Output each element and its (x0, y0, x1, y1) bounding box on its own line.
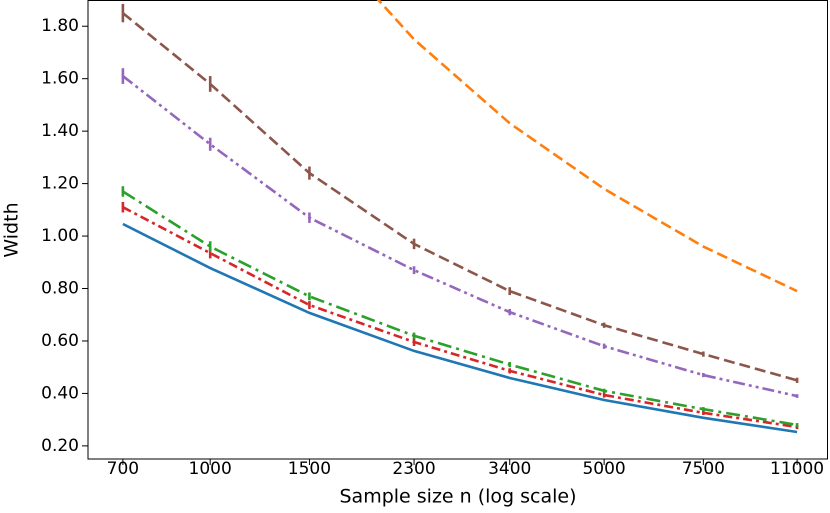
y-tick-label: 0.20 (41, 436, 79, 456)
y-axis-label: Width (1, 202, 23, 257)
plot-area (121, 0, 799, 434)
x-axis-label: Sample size n (log scale) (339, 486, 576, 508)
y-tick-label: 0.80 (41, 279, 79, 299)
x-tick-label: 11000 (770, 459, 824, 479)
series-line (122, 190, 798, 427)
x-tick-label: 7500 (682, 459, 725, 479)
y-tick-label: 1.80 (41, 16, 79, 36)
x-tick-label: 1000 (189, 459, 232, 479)
y-tick-label: 1.60 (41, 69, 79, 89)
x-tick-label: 3400 (488, 459, 531, 479)
series-line (122, 75, 798, 398)
x-tick-label: 700 (107, 459, 139, 479)
series-line (122, 206, 798, 429)
x-tick-label: 5000 (582, 459, 625, 479)
y-tick-label: 1.20 (41, 174, 79, 194)
y-tick-label: 1.00 (41, 226, 79, 246)
y-tick-label: 0.40 (41, 383, 79, 403)
y-tick-label: 0.60 (41, 331, 79, 351)
series-line (122, 12, 798, 382)
x-tick-label: 1500 (288, 459, 331, 479)
x-tick-label: 2300 (392, 459, 435, 479)
plot-frame (87, 0, 828, 460)
y-tick-label: 1.40 (41, 121, 79, 141)
series-line (376, 0, 798, 293)
series-line (122, 222, 798, 434)
